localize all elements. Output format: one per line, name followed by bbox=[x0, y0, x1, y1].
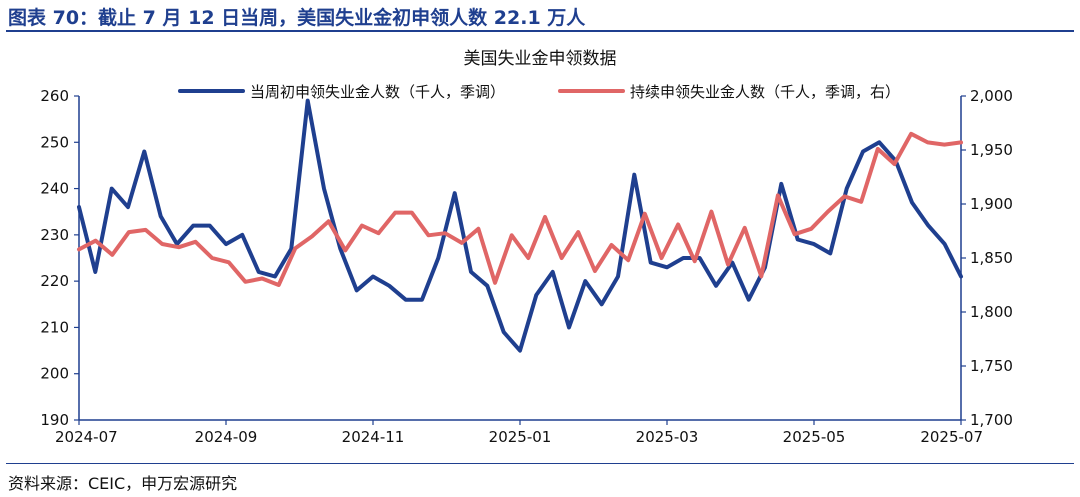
x-axis-ticks: 2024-07 2024-09 2024-11 2025-01 2025-03 2025-… bbox=[55, 420, 983, 446]
x-tick-label: 2025-07 bbox=[920, 428, 983, 446]
right-tick-label: 1,800 bbox=[970, 303, 1013, 321]
x-tick-label: 2025-01 bbox=[489, 428, 552, 446]
series-line-continuing-claims bbox=[77, 131, 963, 287]
left-axis-ticks: 190 200 210 220 230 240 250 260 bbox=[40, 87, 79, 429]
right-tick-label: 2,000 bbox=[970, 87, 1013, 105]
series-lines bbox=[77, 98, 963, 353]
left-tick-label: 230 bbox=[40, 226, 69, 244]
source-rule bbox=[6, 463, 1074, 464]
series-line-initial-claims bbox=[77, 98, 963, 353]
right-axis-ticks: 1,700 1,750 1,800 1,850 1,900 1,950 2,000 bbox=[961, 87, 1013, 429]
legend-label-initial: 当周初申领失业金人数（千人，季调） bbox=[250, 83, 505, 101]
right-tick-label: 1,750 bbox=[970, 357, 1013, 375]
left-tick-label: 260 bbox=[40, 87, 69, 105]
x-tick-label: 2024-07 bbox=[55, 428, 118, 446]
claims-chart: 美国失业金申领数据 当周初申领失业金人数（千人，季调） 持续申领失业金人数（千人… bbox=[40, 49, 1013, 446]
left-tick-label: 250 bbox=[40, 133, 69, 151]
figure-title: 图表 70：截止 7 月 12 日当周，美国失业金初申领人数 22.1 万人 bbox=[8, 7, 586, 29]
x-tick-label: 2024-11 bbox=[342, 428, 405, 446]
left-tick-label: 190 bbox=[40, 411, 69, 429]
chart-title: 美国失业金申领数据 bbox=[464, 49, 617, 69]
left-tick-label: 240 bbox=[40, 180, 69, 198]
left-tick-label: 200 bbox=[40, 365, 69, 383]
right-tick-label: 1,850 bbox=[970, 249, 1013, 267]
x-tick-label: 2025-05 bbox=[783, 428, 846, 446]
x-tick-label: 2024-09 bbox=[195, 428, 258, 446]
right-tick-label: 1,950 bbox=[970, 141, 1013, 159]
right-tick-label: 1,700 bbox=[970, 411, 1013, 429]
legend: 当周初申领失业金人数（千人，季调） 持续申领失业金人数（千人，季调，右） bbox=[178, 83, 900, 101]
right-tick-label: 1,900 bbox=[970, 195, 1013, 213]
source-note: 资料来源：CEIC，申万宏源研究 bbox=[8, 474, 238, 493]
x-tick-label: 2025-03 bbox=[636, 428, 699, 446]
left-tick-label: 210 bbox=[40, 318, 69, 336]
title-rule bbox=[6, 30, 1074, 32]
left-tick-label: 220 bbox=[40, 272, 69, 290]
legend-label-continuing: 持续申领失业金人数（千人，季调，右） bbox=[630, 83, 900, 101]
